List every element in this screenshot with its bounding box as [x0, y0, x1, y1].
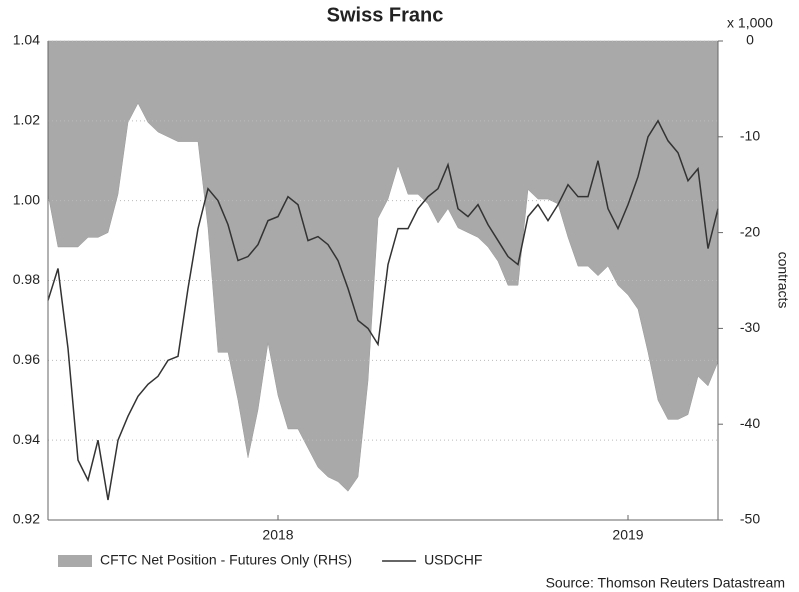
y2-tick-label: -40 [740, 415, 760, 431]
x-tick-label: 2019 [612, 527, 643, 543]
y-tick-label: 1.04 [13, 32, 40, 48]
y-tick-label: 0.98 [13, 271, 40, 287]
area [47, 40, 719, 492]
y2-tick-label: -10 [740, 128, 760, 144]
legend-label: USDCHF [424, 552, 482, 568]
source: Source: Thomson Reuters Datastream [546, 575, 785, 591]
y-tick-label: 0.94 [13, 431, 40, 447]
legend-label: CFTC Net Position - Futures Only (RHS) [100, 552, 352, 568]
y2-axis-label: contracts [775, 252, 791, 309]
y2-tick-label: 0 [746, 32, 754, 48]
y2-tick-label: -50 [740, 511, 760, 527]
legend-swatch [58, 555, 92, 567]
y-tick-label: 1.02 [13, 112, 40, 128]
line [47, 119, 719, 501]
y-tick-label: 1.00 [13, 191, 40, 207]
y2-tick-label: -20 [740, 223, 760, 239]
y2-tick-label: -30 [740, 319, 760, 335]
y-tick-label: 0.92 [13, 511, 40, 527]
y-tick-label: 0.96 [13, 351, 40, 367]
x-tick-label: 2018 [262, 527, 293, 543]
y2-unit: x 1,000 [727, 15, 773, 31]
chart-title: Swiss Franc [327, 4, 444, 26]
